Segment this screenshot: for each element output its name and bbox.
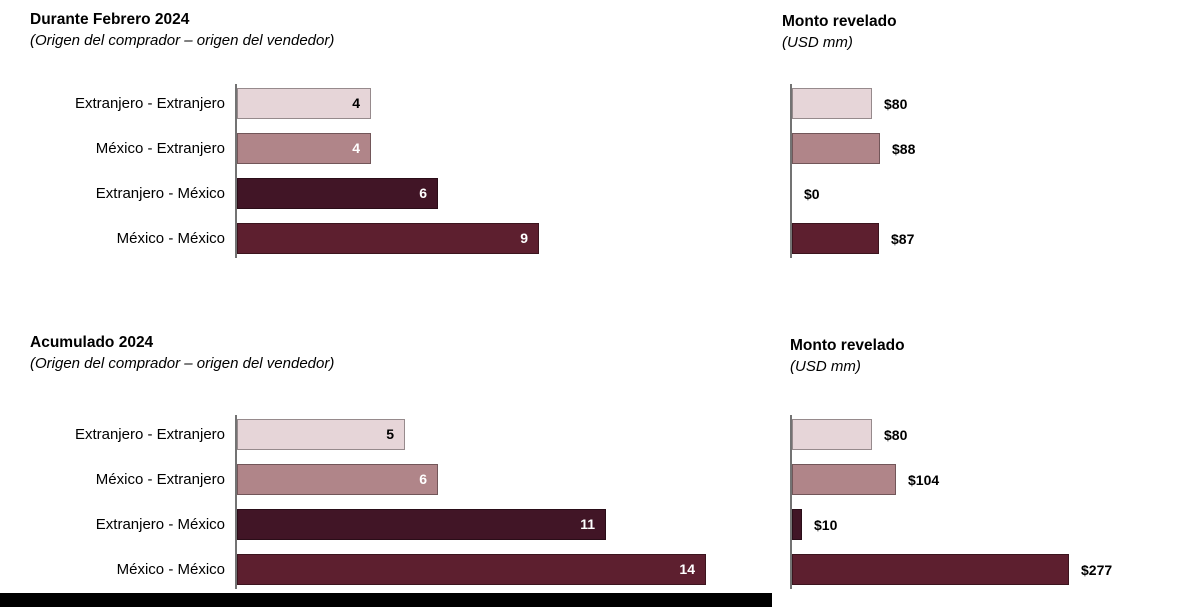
bar-row: 4	[237, 88, 755, 119]
value-label: $104	[908, 471, 940, 488]
bar: 14	[237, 554, 706, 585]
category-label: México - Extranjero	[95, 471, 225, 488]
bar	[792, 88, 872, 119]
bar-row: $88	[792, 133, 1190, 164]
bar: 6	[237, 178, 438, 209]
plot-area-acumulado-operaciones: 5 6 11 14	[235, 415, 755, 589]
bar-row: $0	[792, 178, 1190, 209]
bar-row: 4	[237, 133, 755, 164]
chart-subtitle: (USD mm)	[782, 33, 853, 51]
bar-row: $10	[792, 509, 1190, 540]
value-label: $0	[804, 185, 820, 202]
bar	[792, 223, 879, 254]
bar: 9	[237, 223, 539, 254]
chart-header-acumulado-monto: Monto revelado (USD mm)	[790, 336, 905, 377]
chart-header-acumulado-operaciones: Acumulado 2024 (Origen del comprador – o…	[30, 333, 334, 374]
chart-title: Monto revelado	[790, 337, 905, 354]
chart-title: Monto revelado	[782, 13, 897, 30]
bar-row: $80	[792, 419, 1190, 450]
footer-divider-bar	[0, 593, 772, 607]
bar	[792, 509, 802, 540]
value-label: 14	[679, 561, 695, 577]
plot-area-febrero-operaciones: 4 4 6 9	[235, 84, 755, 258]
chart-subtitle: (USD mm)	[790, 357, 861, 375]
value-label: $80	[884, 95, 908, 112]
category-label: Extranjero - Extranjero	[74, 95, 225, 112]
value-label: 6	[419, 185, 427, 201]
chart-subtitle: (Origen del comprador – origen del vende…	[30, 31, 335, 49]
value-label: 11	[580, 516, 595, 532]
category-label: México - México	[116, 561, 225, 578]
chart-subtitle: (Origen del comprador – origen del vende…	[30, 354, 335, 372]
category-label: México - Extranjero	[95, 140, 225, 157]
value-label: 6	[419, 471, 427, 487]
bar	[792, 133, 880, 164]
category-labels-febrero-operaciones: Extranjero - Extranjero México - Extranje…	[18, 88, 225, 268]
chart-header-febrero-operaciones: Durante Febrero 2024 (Origen del comprad…	[30, 10, 334, 51]
value-label: $277	[1081, 561, 1113, 578]
chart-title: Durante Febrero 2024	[30, 11, 190, 28]
value-label: 5	[386, 426, 394, 442]
chart-title: Acumulado 2024	[30, 334, 154, 351]
bar: 11	[237, 509, 606, 540]
value-label: $80	[884, 426, 908, 443]
bar: 5	[237, 419, 405, 450]
bar-row: $277	[792, 554, 1190, 585]
value-label: 4	[352, 140, 360, 156]
bar	[792, 419, 872, 450]
value-label: $10	[814, 516, 838, 533]
plot-area-febrero-monto: $80 $88 $0 $87	[790, 84, 1190, 258]
category-labels-acumulado-operaciones: Extranjero - Extranjero México - Extranje…	[18, 419, 225, 599]
value-label: 4	[352, 95, 360, 111]
bar	[792, 554, 1069, 585]
bar-row: 6	[237, 464, 755, 495]
bar-row: 11	[237, 509, 755, 540]
category-label: Extranjero - Extranjero	[74, 426, 225, 443]
bar-row: 6	[237, 178, 755, 209]
bar: 4	[237, 88, 371, 119]
value-label: $88	[892, 140, 916, 157]
chart-header-febrero-monto: Monto revelado (USD mm)	[782, 12, 897, 53]
bar-row: $104	[792, 464, 1190, 495]
category-label: Extranjero - México	[95, 516, 225, 533]
bar-row: 9	[237, 223, 755, 254]
category-label: México - México	[116, 230, 225, 247]
plot-area-acumulado-monto: $80 $104 $10 $277	[790, 415, 1190, 589]
category-label: Extranjero - México	[95, 185, 225, 202]
value-label: $87	[891, 230, 915, 247]
bar-row: $87	[792, 223, 1190, 254]
bar	[792, 464, 896, 495]
bar-row: 5	[237, 419, 755, 450]
value-label: 9	[520, 230, 528, 246]
bar: 6	[237, 464, 438, 495]
bar: 4	[237, 133, 371, 164]
bar-row: 14	[237, 554, 755, 585]
bar-row: $80	[792, 88, 1190, 119]
